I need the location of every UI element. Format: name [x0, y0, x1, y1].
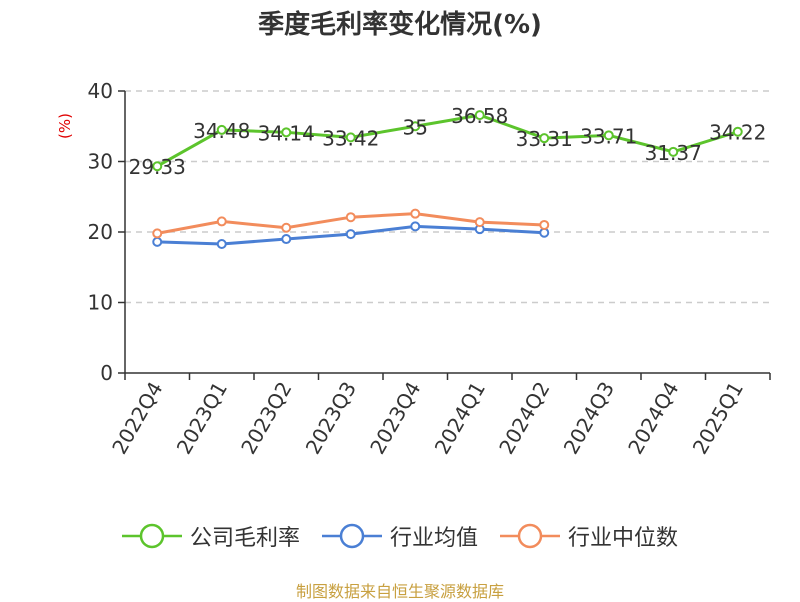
- source-note: 制图数据来自恒生聚源数据库: [295, 582, 504, 601]
- legend-label: 行业中位数: [568, 526, 679, 551]
- legend-swatch-marker: [339, 523, 365, 549]
- chart-title: 季度毛利率变化情况(%): [258, 10, 542, 40]
- legend-label: 公司毛利率: [189, 526, 300, 551]
- y-axis-label: (%): [56, 113, 74, 139]
- x-tick-label: 2024Q4: [623, 378, 683, 459]
- y-tick-label: 20: [88, 220, 113, 244]
- data-point: [539, 219, 550, 230]
- data-label: 34.22: [709, 121, 766, 145]
- data-point: [281, 222, 292, 233]
- data-point: [474, 217, 485, 228]
- y-tick-label: 10: [88, 291, 113, 315]
- y-tick-label: 30: [88, 150, 113, 174]
- data-point: [410, 208, 421, 219]
- data-point: [281, 127, 292, 138]
- data-point: [603, 130, 614, 141]
- data-point: [732, 126, 743, 137]
- legend-swatch-marker: [517, 523, 543, 549]
- y-tick-label: 0: [100, 361, 113, 385]
- data-point: [281, 234, 292, 245]
- legend-item[interactable]: 行业均值: [321, 520, 478, 552]
- grid-layer: [125, 90, 770, 304]
- series-layer: [152, 110, 743, 249]
- data-point: [410, 121, 421, 132]
- legend-swatch: [500, 523, 560, 549]
- data-point: [152, 161, 163, 172]
- x-tick-label: 2024Q2: [494, 378, 554, 459]
- data-point: [539, 133, 550, 144]
- series-line: [156, 113, 739, 168]
- data-point: [345, 229, 356, 240]
- x-tick-label: 2022Q4: [107, 378, 167, 459]
- legend: 公司毛利率 行业均值 行业中位数: [0, 520, 800, 552]
- data-point: [152, 236, 163, 247]
- x-tick-label: 2024Q3: [559, 378, 619, 459]
- legend-swatch-marker: [139, 523, 165, 549]
- label-layer: 29.33 34.48 34.14 33.42 35 36.58 33.31 33.71 31.…: [129, 104, 767, 179]
- data-label: 36.58: [451, 104, 508, 128]
- data-label: 31.37: [645, 141, 702, 165]
- legend-item[interactable]: 公司毛利率: [121, 520, 300, 552]
- legend-swatch: [321, 523, 382, 549]
- data-point: [410, 221, 421, 232]
- data-point: [345, 212, 356, 223]
- x-tick-label: 2024Q1: [430, 378, 490, 459]
- data-point: [216, 124, 227, 135]
- data-label: 35: [403, 115, 428, 139]
- x-tick-label: 2023Q2: [236, 378, 296, 459]
- data-label: 33.42: [322, 126, 379, 150]
- x-tick-label: 2023Q3: [301, 378, 361, 459]
- legend-label: 行业均值: [389, 526, 478, 551]
- x-tick-label: 2023Q1: [172, 378, 232, 459]
- data-label: 34.48: [193, 119, 250, 143]
- x-tick-label: 2025Q1: [688, 378, 748, 459]
- x-tick-label: 2023Q4: [365, 378, 425, 459]
- data-point: [216, 216, 227, 227]
- data-label: 33.31: [516, 127, 573, 151]
- data-label: 33.71: [580, 124, 637, 148]
- data-point: [345, 132, 356, 143]
- legend-swatch: [121, 523, 182, 549]
- data-label: 34.14: [258, 121, 315, 145]
- data-point: [668, 146, 679, 157]
- data-point: [474, 110, 485, 121]
- data-point: [152, 228, 163, 239]
- legend-item[interactable]: 行业中位数: [500, 520, 678, 552]
- data-point: [216, 238, 227, 249]
- y-tick-label: 40: [88, 79, 113, 103]
- data-label: 29.33: [129, 155, 186, 179]
